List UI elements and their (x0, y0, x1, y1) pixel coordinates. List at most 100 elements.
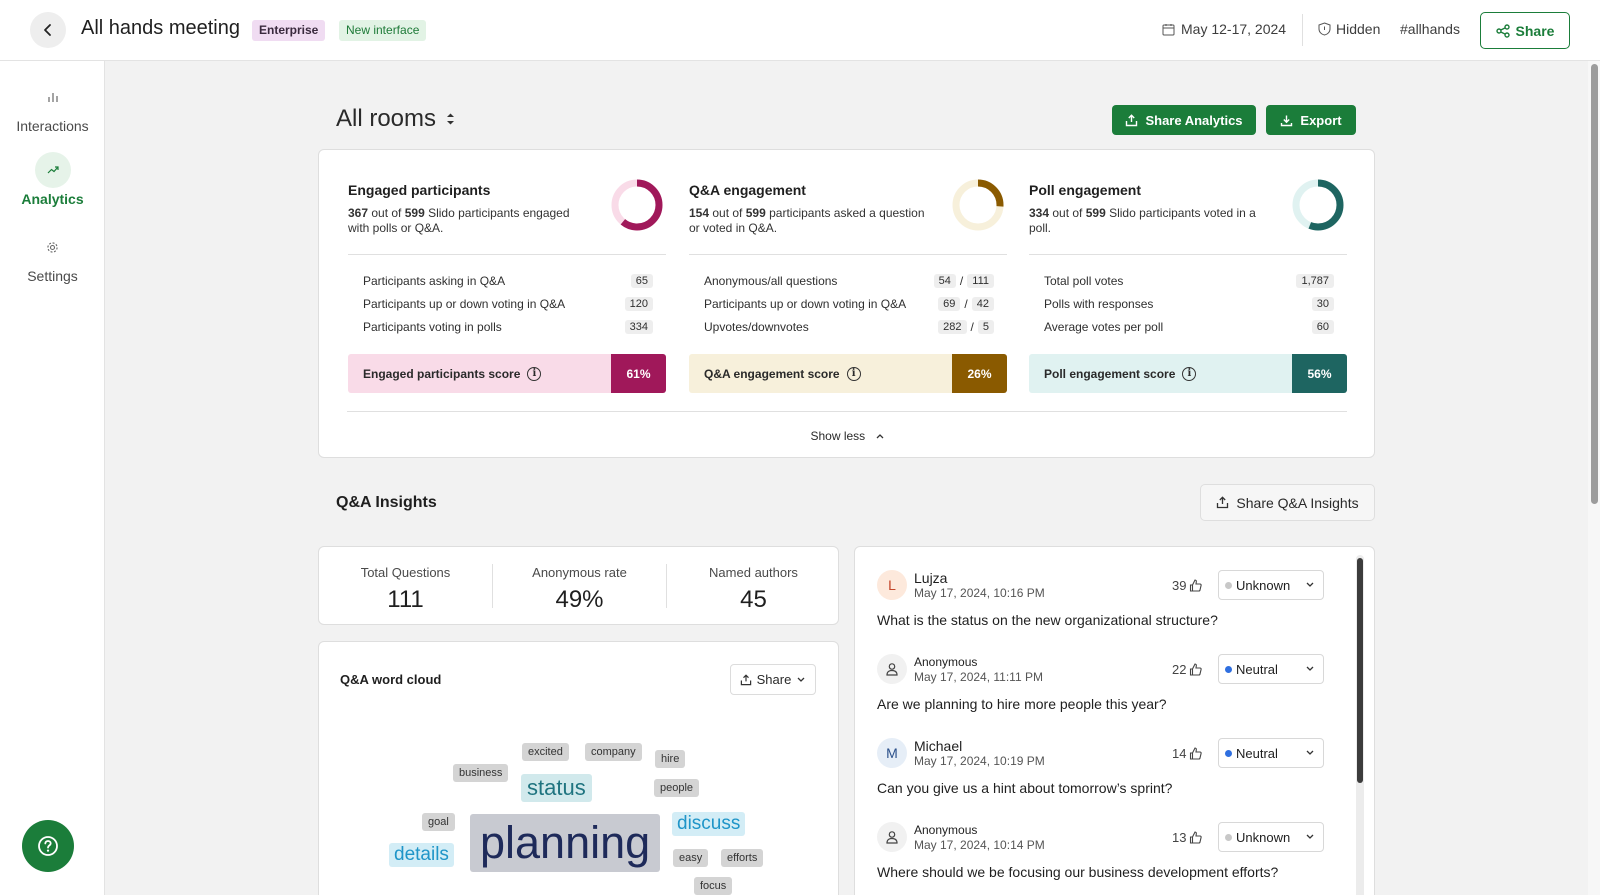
sentiment-dot (1225, 749, 1232, 757)
stat-row: Anonymous/all questions 54/111 (704, 274, 994, 288)
poll-engagement-donut (1292, 179, 1344, 231)
upload-icon (1217, 496, 1229, 509)
word-cloud-word[interactable]: goal (422, 813, 455, 831)
page-scrollbar-thumb[interactable] (1591, 64, 1598, 504)
stat-value: 42 (971, 297, 994, 311)
info-icon[interactable]: i (846, 366, 861, 381)
event-hashtag[interactable]: #allhands (1400, 21, 1460, 37)
sentiment-dropdown[interactable]: Neutral (1218, 738, 1324, 768)
user-icon (886, 663, 898, 676)
chevron-left-icon (44, 24, 51, 36)
word-cloud-word[interactable]: efforts (721, 849, 764, 867)
score-value: 56% (1292, 354, 1347, 393)
share-analytics-label: Share Analytics (1145, 112, 1243, 128)
card-divider (347, 411, 1347, 412)
question-time: May 17, 2024, 11:11 PM (914, 670, 1043, 684)
stat-value: 69 (938, 297, 961, 311)
sidebar-item-interactions[interactable]: Interactions (0, 79, 105, 134)
word-cloud-word[interactable]: excited (522, 743, 569, 761)
info-icon[interactable]: i (1182, 366, 1197, 381)
chevron-down-icon (1306, 834, 1314, 839)
share-analytics-button[interactable]: Share Analytics (1112, 105, 1256, 135)
sentiment-dropdown[interactable]: Neutral (1218, 654, 1324, 684)
export-button[interactable]: Export (1266, 105, 1356, 135)
share-button[interactable]: Share (1480, 12, 1570, 49)
qa-totals-card: Total Questions 111 Anonymous rate 49% N… (318, 546, 839, 625)
qa-insights-title: Q&A Insights (336, 494, 437, 511)
stat-row: Upvotes/downvotes 282/5 (704, 320, 994, 334)
stat-row: Participants up or down voting in Q&A 120 (363, 297, 653, 311)
score-label: Poll engagement score i (1029, 354, 1292, 393)
questions-scrollbar-thumb[interactable] (1357, 558, 1363, 783)
stat-value: 65 (630, 274, 653, 288)
share-qa-insights-button[interactable]: Share Q&A Insights (1200, 484, 1375, 521)
calendar-icon (1162, 23, 1175, 35)
anonymous-avatar (877, 654, 907, 684)
sentiment-dot (1225, 665, 1232, 673)
score-value: 61% (611, 354, 666, 393)
stat-row: Participants voting in polls 334 (363, 320, 653, 334)
word-cloud-word[interactable]: people (654, 779, 700, 797)
word-cloud-word[interactable]: business (453, 764, 509, 782)
stat-value: 111 (967, 274, 994, 288)
visibility-status[interactable]: Hidden (1318, 21, 1380, 37)
help-button[interactable] (22, 820, 74, 872)
rooms-selector[interactable]: All rooms (336, 105, 455, 133)
question-author: Lujza (914, 570, 948, 586)
stat-value: 1,787 (1296, 274, 1334, 288)
thumbs-up-icon (1190, 579, 1203, 592)
engaged-participants-donut (611, 179, 663, 231)
word-cloud-word[interactable]: details (389, 843, 454, 867)
question-author: Anonymous (914, 823, 978, 837)
panel-description: 154 out of 599 participants asked a ques… (689, 206, 925, 235)
visibility-label: Hidden (1336, 21, 1381, 37)
back-button[interactable] (30, 12, 66, 48)
panel-description: 334 out of 599 Slido participants voted … (1029, 206, 1256, 235)
stat-value: 282 (938, 320, 967, 334)
event-date[interactable]: May 12-17, 2024 (1162, 21, 1286, 37)
show-less-toggle[interactable]: Show less (319, 429, 1376, 443)
panel-divider (1029, 254, 1347, 255)
gear-icon (35, 229, 71, 265)
thumbs-up-icon (1190, 747, 1203, 760)
chevron-up-icon (876, 434, 883, 439)
user-icon (886, 831, 898, 844)
questions-list-card: L Lujza May 17, 2024, 10:16 PM 39 Unknow… (854, 546, 1375, 895)
top-header: All hands meeting Enterprise New interfa… (0, 0, 1600, 61)
qa-engagement-score-bar: Q&A engagement score i 26% (689, 354, 1007, 393)
stat-value: 30 (1311, 297, 1334, 311)
poll-engagement-score-bar: Poll engagement score i 56% (1029, 354, 1347, 393)
score-value: 26% (952, 354, 1007, 393)
panel-title: Q&A engagement (689, 182, 806, 198)
word-cloud-share-label: Share (756, 672, 792, 687)
score-label: Engaged participants score i (348, 354, 611, 393)
engagement-stats-card: Engaged participants 367 out of 599 Slid… (318, 149, 1375, 458)
word-cloud-word[interactable]: easy (673, 849, 709, 867)
sidebar-item-label: Interactions (16, 118, 89, 134)
sentiment-dropdown[interactable]: Unknown (1218, 570, 1324, 600)
word-cloud-share-dropdown[interactable]: Share (730, 664, 816, 695)
bar-chart-icon (35, 79, 71, 115)
word-cloud-word[interactable]: company (585, 743, 642, 761)
sidebar-item-settings[interactable]: Settings (0, 229, 105, 284)
word-cloud-word[interactable]: focus (694, 877, 733, 895)
panel-title: Engaged participants (348, 182, 491, 198)
header-divider (1302, 14, 1303, 46)
stat-row: Participants up or down voting in Q&A 69/… (704, 297, 994, 311)
sentiment-dropdown[interactable]: Unknown (1218, 822, 1324, 852)
word-cloud-word[interactable]: discuss (672, 812, 746, 836)
sidebar-item-analytics[interactable]: Analytics (0, 152, 105, 207)
totals-divider (492, 564, 493, 608)
question-time: May 17, 2024, 10:14 PM (914, 838, 1045, 852)
named-authors: Named authors 45 (709, 565, 798, 613)
sidebar-item-label: Settings (27, 268, 78, 284)
avatar: L (877, 570, 907, 600)
event-date-label: May 12-17, 2024 (1181, 21, 1287, 37)
word-cloud-word[interactable]: status (521, 774, 592, 802)
thumbs-up-icon (1190, 663, 1203, 676)
sidebar-item-label: Analytics (21, 191, 84, 207)
info-icon[interactable]: i (527, 366, 542, 381)
word-cloud-word[interactable]: hire (655, 750, 686, 768)
word-cloud-word[interactable]: planning (470, 814, 661, 872)
sidebar: Interactions Analytics Settings (0, 61, 105, 895)
